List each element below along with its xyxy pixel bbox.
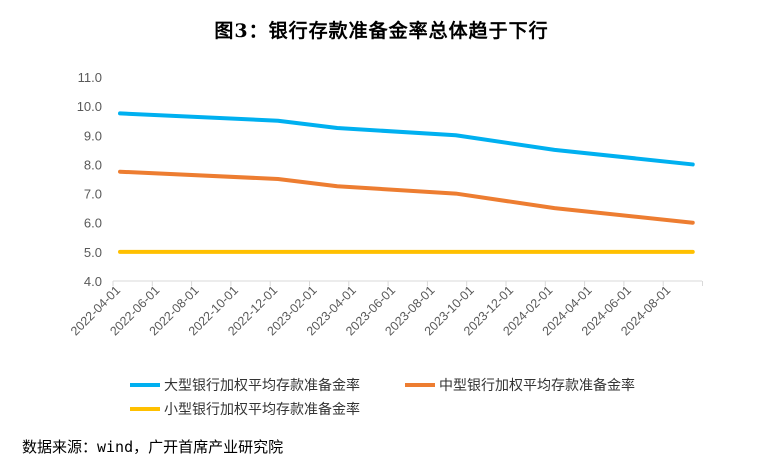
y-tick-label: 7.0 <box>84 187 102 202</box>
series-line-0 <box>118 111 695 167</box>
legend-item-large: 大型银行加权平均存款准备金率 <box>130 375 360 395</box>
y-tick-label: 5.0 <box>84 245 102 260</box>
series-line-1 <box>118 169 695 225</box>
legend-item-medium: 中型银行加权平均存款准备金率 <box>405 375 635 395</box>
chart-title: 图3：银行存款准备金率总体趋于下行 <box>214 20 549 42</box>
source-note: 数据来源：wind，广开首席产业研究院 <box>22 438 284 456</box>
legend-label: 小型银行加权平均存款准备金率 <box>164 401 360 417</box>
legend-label: 中型银行加权平均存款准备金率 <box>439 377 635 393</box>
legend-swatch <box>405 383 435 387</box>
legend-item-small: 小型银行加权平均存款准备金率 <box>130 399 360 419</box>
y-tick-label: 8.0 <box>84 157 102 172</box>
legend-swatch <box>130 383 160 387</box>
y-tick-label: 11.0 <box>78 70 102 85</box>
legend-swatch <box>130 407 160 411</box>
legend-label: 大型银行加权平均存款准备金率 <box>164 377 360 393</box>
y-tick-label: 10.0 <box>77 99 102 114</box>
y-tick-label: 6.0 <box>84 216 102 231</box>
y-tick-label: 9.0 <box>84 128 102 143</box>
y-tick-label: 4.0 <box>84 274 102 289</box>
